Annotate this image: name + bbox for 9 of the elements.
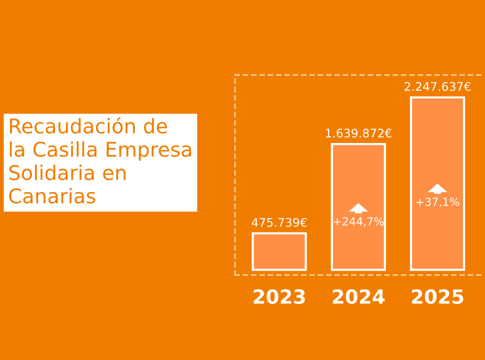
x-tick-label: 2025: [412, 289, 464, 304]
x-tick-label: 2024: [332, 289, 385, 304]
annotation: +244,7%: [334, 217, 384, 227]
x-tick-label: 2023: [254, 289, 305, 304]
annotation: +37,1%: [416, 198, 460, 208]
text: Recaudación de la Casilla Empresa Solidaria en Canarias: [9, 117, 192, 204]
data-label: 475.739€: [252, 218, 307, 227]
data-label: 1.639.872€: [326, 128, 392, 138]
data-label: 2.247.637€: [404, 82, 471, 91]
